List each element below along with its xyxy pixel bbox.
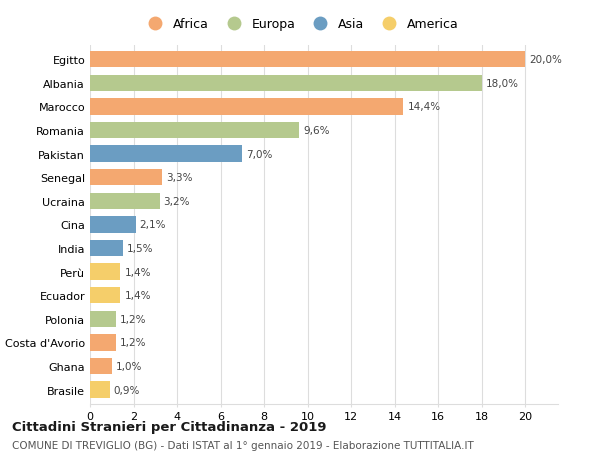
Bar [90, 358, 112, 375]
Bar [90, 287, 121, 304]
Text: 1,4%: 1,4% [124, 291, 151, 301]
Bar [90, 52, 526, 68]
Text: 1,0%: 1,0% [116, 361, 142, 371]
Bar [90, 169, 162, 186]
Bar [90, 193, 160, 210]
Text: 18,0%: 18,0% [486, 78, 519, 89]
Text: 1,4%: 1,4% [124, 267, 151, 277]
Text: 3,3%: 3,3% [166, 173, 192, 183]
Bar [90, 217, 136, 233]
Text: 3,2%: 3,2% [164, 196, 190, 207]
Text: 1,5%: 1,5% [127, 243, 153, 253]
Bar [90, 75, 482, 92]
Bar [90, 146, 242, 162]
Text: 1,2%: 1,2% [120, 314, 146, 324]
Bar [90, 311, 116, 327]
Text: COMUNE DI TREVIGLIO (BG) - Dati ISTAT al 1° gennaio 2019 - Elaborazione TUTTITAL: COMUNE DI TREVIGLIO (BG) - Dati ISTAT al… [12, 440, 474, 450]
Text: Cittadini Stranieri per Cittadinanza - 2019: Cittadini Stranieri per Cittadinanza - 2… [12, 420, 326, 433]
Legend: Africa, Europa, Asia, America: Africa, Europa, Asia, America [143, 18, 458, 31]
Text: 7,0%: 7,0% [246, 149, 272, 159]
Bar [90, 123, 299, 139]
Text: 9,6%: 9,6% [303, 126, 329, 136]
Text: 1,2%: 1,2% [120, 338, 146, 347]
Text: 0,9%: 0,9% [113, 385, 140, 395]
Bar [90, 240, 122, 257]
Bar [90, 99, 403, 115]
Text: 2,1%: 2,1% [140, 220, 166, 230]
Text: 14,4%: 14,4% [407, 102, 440, 112]
Bar [90, 264, 121, 280]
Text: 20,0%: 20,0% [529, 55, 562, 65]
Bar [90, 381, 110, 398]
Bar [90, 335, 116, 351]
